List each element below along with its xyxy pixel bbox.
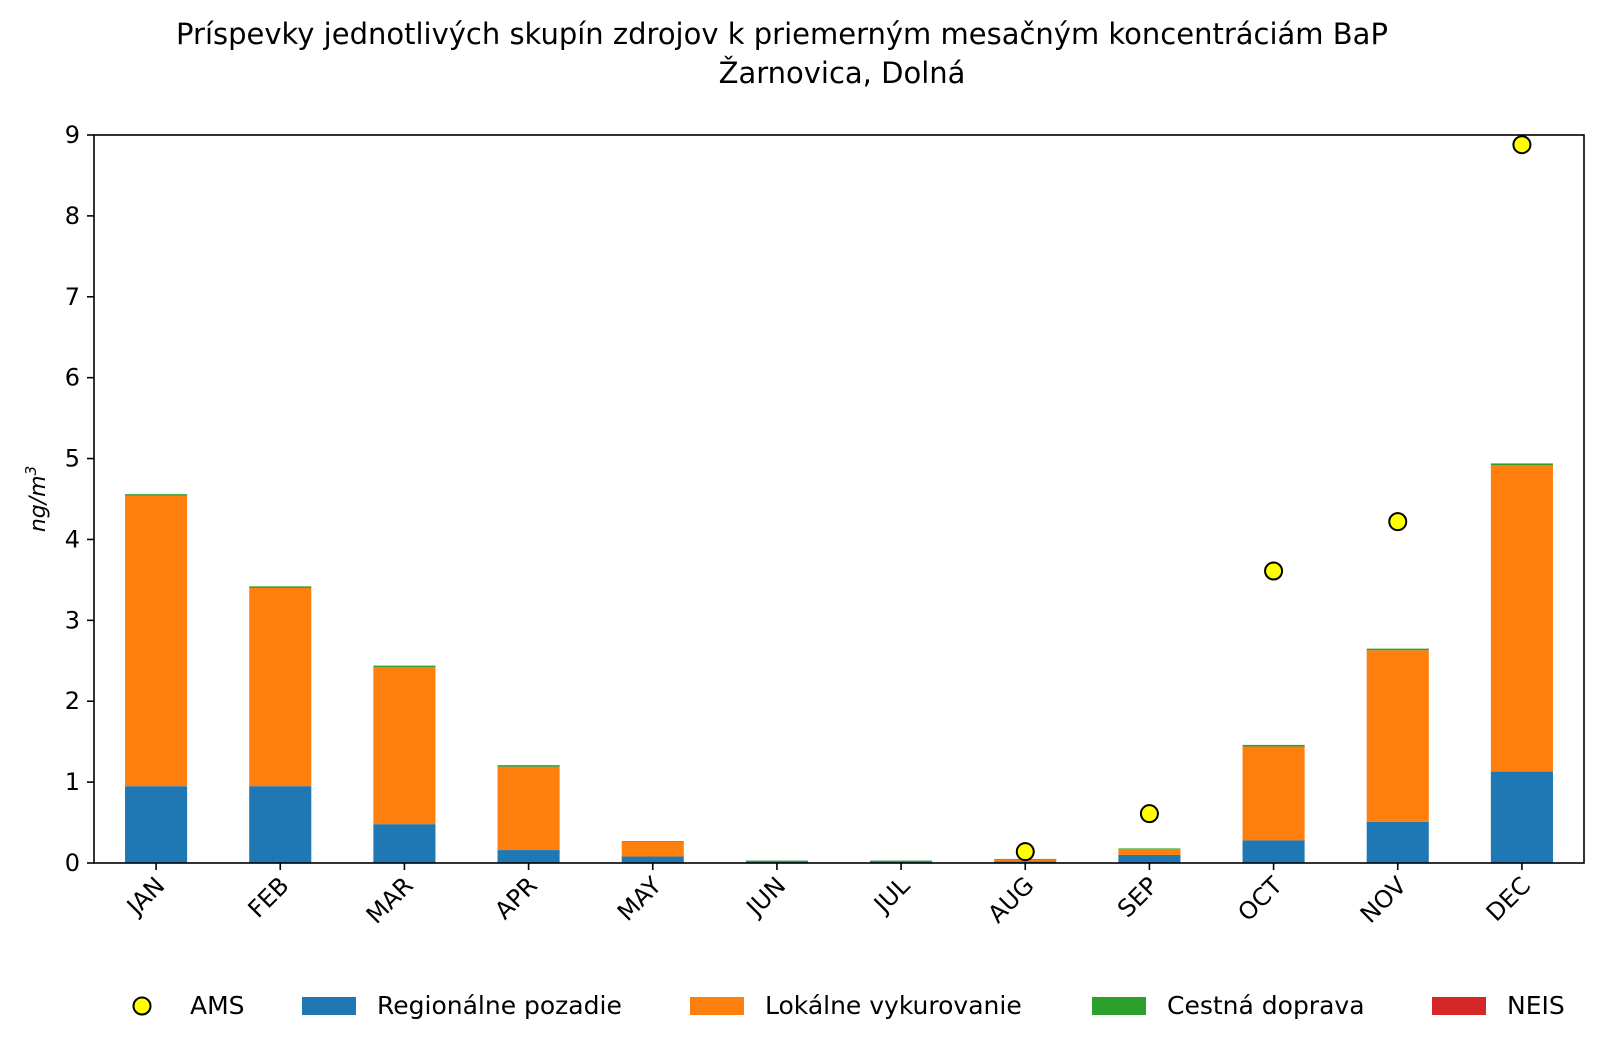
bar-may-series-0 bbox=[621, 856, 684, 863]
y-axis-label-unit: ng/m bbox=[26, 475, 51, 532]
bar-feb-series-0 bbox=[249, 786, 312, 863]
bar-feb-series-1 bbox=[249, 587, 312, 787]
points-layer bbox=[1015, 135, 1532, 862]
bar-dec-series-2 bbox=[1490, 463, 1553, 466]
legend-label-ams: AMS bbox=[190, 991, 245, 1020]
bar-dec-series-1 bbox=[1490, 465, 1553, 772]
chart-subtitle: Žarnovica, Dolná bbox=[719, 56, 966, 90]
bar-oct-series-2 bbox=[1242, 744, 1305, 747]
x-tick-label-jun: JUN bbox=[740, 871, 791, 922]
bar-mar-series-0 bbox=[373, 824, 436, 863]
x-tick-label-oct: OCT bbox=[1232, 871, 1288, 927]
y-tick-label: 9 bbox=[65, 121, 80, 149]
y-tick-label: 6 bbox=[65, 364, 80, 392]
x-tick-label-mar: MAR bbox=[361, 871, 419, 929]
bar-feb-series-2 bbox=[249, 586, 312, 588]
bar-jan-series-1 bbox=[125, 495, 188, 787]
legend: AMS Regionálne pozadie Lokálne vykurovanie… bbox=[132, 991, 1565, 1020]
legend-label-2: Lokálne vykurovanie bbox=[765, 991, 1022, 1020]
ams-point-oct bbox=[1264, 561, 1284, 581]
legend-label-3: Cestná doprava bbox=[1167, 991, 1365, 1020]
y-tick-label: 4 bbox=[65, 525, 80, 553]
legend-swatch-ams bbox=[132, 996, 152, 1016]
ams-point-nov bbox=[1388, 512, 1408, 532]
legend-swatch-3 bbox=[1092, 997, 1146, 1015]
bar-sep-series-2 bbox=[1118, 848, 1181, 850]
legend-swatch-4 bbox=[1432, 997, 1486, 1015]
bar-sep-series-0 bbox=[1118, 854, 1181, 863]
x-tick-label-feb: FEB bbox=[243, 871, 295, 923]
y-tick-label: 0 bbox=[65, 849, 80, 877]
y-tick-label: 8 bbox=[65, 202, 80, 230]
plot-frame bbox=[93, 134, 1585, 864]
x-tick-label-sep: SEP bbox=[1112, 871, 1164, 923]
x-axis: JAN FEB MAR APR MAY JUN JUL AUG SEP OCT NOV DEC bbox=[120, 863, 1536, 929]
legend-label-1: Regionálne pozadie bbox=[377, 991, 622, 1020]
bar-apr-series-2 bbox=[497, 765, 560, 767]
bar-nov-series-1 bbox=[1366, 650, 1429, 822]
bar-apr-series-0 bbox=[497, 850, 560, 863]
y-axis: 0 1 2 3 4 5 6 7 8 9 bbox=[65, 121, 94, 877]
y-tick-label: 2 bbox=[65, 687, 80, 715]
bar-nov-series-2 bbox=[1366, 648, 1429, 651]
bar-oct-series-1 bbox=[1242, 746, 1305, 841]
y-tick-label: 7 bbox=[65, 283, 80, 311]
bar-apr-series-1 bbox=[497, 766, 560, 851]
bar-dec-series-0 bbox=[1490, 771, 1553, 863]
legend-swatch-2 bbox=[690, 997, 744, 1015]
bar-jun-series-0 bbox=[745, 861, 808, 863]
y-axis-label-exponent: 3 bbox=[22, 466, 40, 476]
bar-jun-series-2 bbox=[745, 860, 808, 862]
legend-label-4: NEIS bbox=[1507, 991, 1565, 1020]
x-tick-label-may: MAY bbox=[612, 871, 667, 926]
x-tick-label-jul: JUL bbox=[867, 871, 916, 920]
bar-may-series-2 bbox=[621, 841, 684, 842]
y-tick-label: 5 bbox=[65, 445, 80, 473]
x-tick-label-dec: DEC bbox=[1481, 871, 1536, 926]
bar-may-series-1 bbox=[621, 841, 684, 857]
bar-jan-series-0 bbox=[125, 786, 188, 863]
bar-aug-series-0 bbox=[994, 861, 1057, 863]
x-tick-label-apr: APR bbox=[489, 871, 542, 924]
ams-point-aug bbox=[1015, 842, 1035, 862]
ams-point-dec bbox=[1512, 135, 1532, 155]
bar-sep-series-1 bbox=[1118, 849, 1181, 855]
bar-nov-series-0 bbox=[1366, 821, 1429, 863]
bar-oct-series-0 bbox=[1242, 840, 1305, 863]
y-tick-label: 3 bbox=[65, 606, 80, 634]
bar-mar-series-1 bbox=[373, 667, 436, 825]
legend-swatch-1 bbox=[302, 997, 356, 1015]
bar-jan-series-2 bbox=[125, 494, 188, 496]
chart-title: Príspevky jednotlivých skupín zdrojov k … bbox=[176, 17, 1388, 51]
x-tick-label-jan: JAN bbox=[120, 871, 170, 921]
bar-jul-series-2 bbox=[870, 860, 933, 862]
y-tick-label: 1 bbox=[65, 768, 80, 796]
bars-layer bbox=[125, 463, 1553, 863]
y-axis-label: ng/m3 bbox=[22, 466, 51, 532]
x-tick-label-aug: AUG bbox=[983, 871, 1040, 928]
bar-jul-series-0 bbox=[870, 861, 933, 863]
x-tick-label-nov: NOV bbox=[1355, 871, 1413, 929]
ams-point-sep bbox=[1139, 804, 1159, 824]
bar-mar-series-2 bbox=[373, 665, 436, 668]
